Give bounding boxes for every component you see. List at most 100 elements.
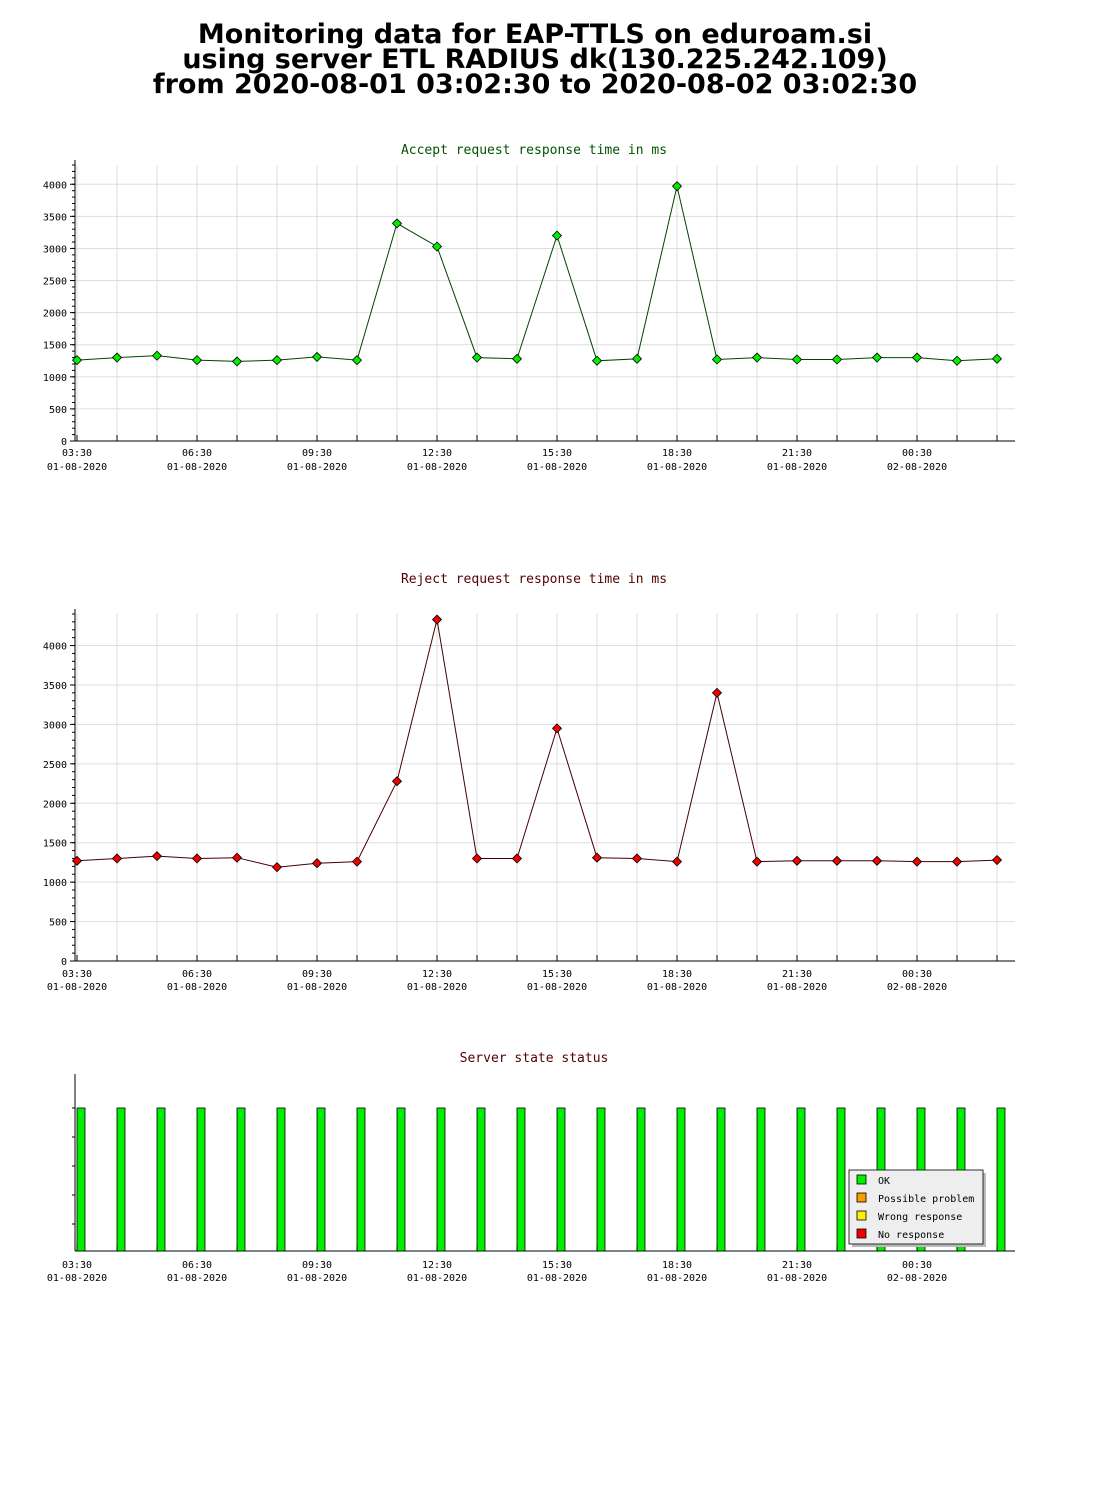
x-tick-label-date: 01-08-2020 [407, 982, 467, 993]
y-tick-label: 2000 [43, 799, 67, 810]
y-tick-label: 3000 [43, 244, 67, 255]
x-tick-label-time: 15:30 [542, 969, 572, 980]
chart-1: Accept request response time in ms 0 500 10… [43, 143, 1015, 473]
data-point [751, 352, 763, 363]
x-tick-label-time: 03:30 [62, 1260, 92, 1271]
data-point [631, 353, 643, 364]
data-point [951, 856, 963, 867]
x-tick-label-date: 01-08-2020 [767, 982, 827, 993]
data-point [71, 855, 83, 866]
data-point [591, 852, 603, 863]
status-bar [396, 1107, 406, 1252]
y-tick-label: 2500 [43, 277, 67, 288]
data-point [151, 851, 163, 862]
x-tick-label-time: 18:30 [662, 1260, 692, 1271]
data-point [311, 858, 323, 869]
x-tick-label-date: 01-08-2020 [407, 1273, 467, 1284]
status-bar [476, 1107, 486, 1252]
legend-swatch [856, 1210, 867, 1221]
x-tick-label-date: 02-08-2020 [887, 1273, 947, 1284]
x-tick-label-time: 09:30 [302, 448, 332, 459]
x-tick-label-time: 18:30 [662, 448, 692, 459]
data-point [991, 353, 1003, 364]
data-point [191, 853, 203, 864]
data-point [911, 352, 923, 363]
page-title: Monitoring data for EAP-TTLS on eduroam.… [0, 21, 1070, 98]
status-bar [76, 1107, 86, 1252]
legend-box [848, 1169, 984, 1245]
x-tick-label-date: 01-08-2020 [47, 982, 107, 993]
data-point [911, 856, 923, 867]
x-tick-label-date: 01-08-2020 [647, 982, 707, 993]
x-tick-label-time: 03:30 [62, 969, 92, 980]
y-tick-label: 0 [61, 957, 67, 968]
legend-label: OK [878, 1176, 890, 1187]
x-tick-label-date: 01-08-2020 [407, 462, 467, 473]
data-point [551, 723, 563, 734]
x-tick-label-time: 21:30 [782, 448, 812, 459]
x-tick-label-date: 02-08-2020 [887, 982, 947, 993]
x-tick-label-date: 01-08-2020 [647, 1273, 707, 1284]
x-tick-label-time: 06:30 [182, 1260, 212, 1271]
x-tick-label-date: 01-08-2020 [527, 462, 587, 473]
data-point [471, 352, 483, 363]
x-tick-label-time: 00:30 [902, 448, 932, 459]
series-line [76, 186, 998, 362]
data-point [391, 218, 403, 229]
legend-swatch [856, 1228, 867, 1239]
legend: OK Possible problem Wrong response No respo… [848, 1169, 986, 1247]
data-point [511, 853, 523, 864]
x-tick-label-date: 01-08-2020 [527, 982, 587, 993]
x-tick-label-date: 01-08-2020 [167, 982, 227, 993]
y-tick-label: 0 [61, 437, 67, 448]
x-tick-label-time: 21:30 [782, 1260, 812, 1271]
x-tick-label-time: 15:30 [542, 1260, 572, 1271]
x-tick-label-date: 01-08-2020 [527, 1273, 587, 1284]
data-point [351, 355, 363, 366]
status-bar [196, 1107, 206, 1252]
y-tick-label: 1000 [43, 878, 67, 889]
y-tick-label: 1500 [43, 839, 67, 850]
chart-3: Server state status 03:30 01-08-2020 06:30 0… [47, 1051, 1015, 1284]
data-point [951, 355, 963, 366]
status-bar [356, 1107, 366, 1252]
data-point [991, 854, 1003, 866]
data-point [791, 354, 803, 365]
x-tick-label-time: 12:30 [422, 448, 452, 459]
data-point [271, 862, 283, 873]
x-tick-label-time: 03:30 [62, 448, 92, 459]
x-tick-label-time: 06:30 [182, 969, 212, 980]
x-tick-label-date: 01-08-2020 [47, 462, 107, 473]
x-tick-label-time: 12:30 [422, 969, 452, 980]
x-tick-label-time: 06:30 [182, 448, 212, 459]
data-point [231, 356, 243, 367]
x-tick-label-date: 01-08-2020 [167, 1273, 227, 1284]
x-tick-label-date: 01-08-2020 [287, 982, 347, 993]
status-bar [436, 1107, 446, 1252]
x-tick-label-time: 21:30 [782, 969, 812, 980]
y-tick-label: 4000 [43, 642, 67, 653]
status-bar [996, 1107, 1006, 1252]
data-point [191, 355, 203, 366]
data-point [471, 853, 483, 864]
status-bar [156, 1107, 166, 1252]
x-tick-label-date: 01-08-2020 [287, 462, 347, 473]
data-point [431, 241, 443, 252]
chart-title: Server state status [460, 1051, 609, 1066]
data-point [671, 181, 683, 192]
data-point [271, 355, 283, 366]
series-line [76, 619, 998, 868]
data-point [831, 855, 843, 866]
y-tick-label: 1000 [43, 373, 67, 384]
status-bar [796, 1107, 806, 1252]
data-point [511, 353, 523, 364]
status-bar [756, 1107, 766, 1252]
y-tick-label: 1500 [43, 341, 67, 352]
status-bar [836, 1107, 846, 1252]
status-bar [116, 1107, 126, 1252]
status-bar [716, 1107, 726, 1252]
grid [75, 614, 1015, 962]
data-point [631, 853, 643, 864]
data-point [791, 855, 803, 866]
